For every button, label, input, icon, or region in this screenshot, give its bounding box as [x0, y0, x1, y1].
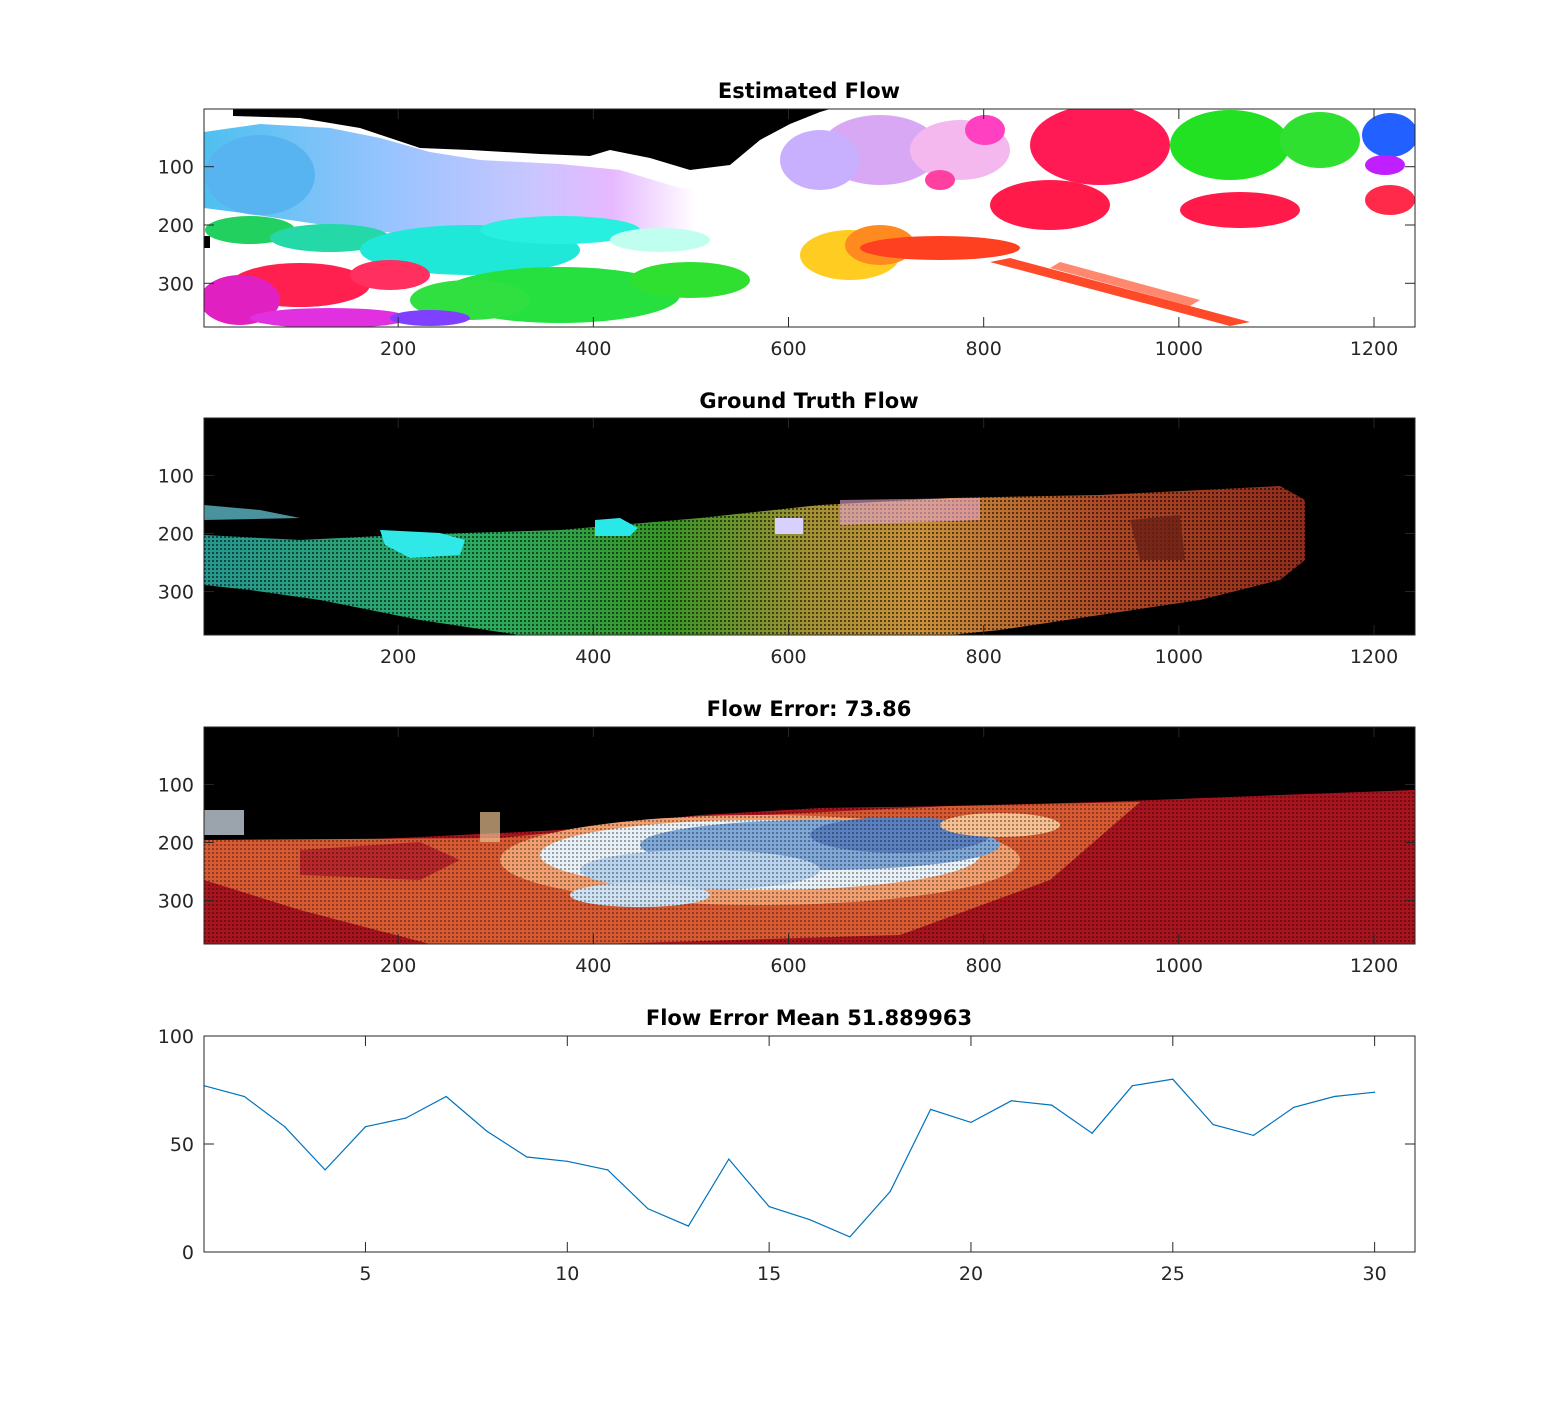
y-tick-label: 100: [158, 1026, 194, 1048]
y-tick-label: 200: [158, 523, 194, 545]
data-point: [1051, 1104, 1053, 1106]
x-tick-label: 20: [959, 1263, 983, 1285]
x-tick-label: 15: [757, 1263, 781, 1285]
error-image: [204, 727, 1415, 944]
data-point: [808, 1219, 811, 1221]
panel-ground-truth-flow: Ground Truth Flow 200 400 600 800 1000 1200 1…: [158, 389, 1416, 668]
data-point: [1252, 1134, 1255, 1136]
x-tick-label: 800: [966, 955, 1002, 977]
x-tick-label: 1200: [1350, 338, 1398, 360]
x-tick-label: 25: [1161, 1263, 1185, 1285]
y-ticks: 100 200 300: [158, 465, 1415, 603]
x-tick-label: 1200: [1350, 955, 1398, 977]
x-tick-label: 400: [575, 955, 611, 977]
data-point: [687, 1225, 690, 1227]
data-point: [1010, 1100, 1012, 1102]
x-tick-label: 200: [380, 338, 416, 360]
x-tick-label: 600: [770, 338, 806, 360]
data-point: [1293, 1106, 1295, 1108]
y-tick-label: 50: [170, 1134, 194, 1156]
panel-flow-error-mean: Flow Error Mean 51.889963 5 10 15 20 25 30 0 5…: [158, 1006, 1416, 1285]
panel-title: Flow Error: 73.86: [707, 697, 912, 721]
x-tick-label: 400: [575, 338, 611, 360]
x-tick-label: 600: [770, 955, 806, 977]
data-point: [284, 1126, 286, 1128]
data-point: [364, 1126, 367, 1128]
data-point: [566, 1160, 568, 1162]
x-tick-label: 10: [555, 1263, 579, 1285]
y-tick-label: 100: [158, 774, 194, 796]
data-point: [930, 1108, 932, 1110]
y-tick-label: 0: [182, 1242, 194, 1264]
x-tick-label: 200: [380, 955, 416, 977]
x-tick-label: 30: [1363, 1263, 1387, 1285]
y-tick-label: 100: [158, 157, 194, 179]
x-tick-label: 800: [966, 338, 1002, 360]
panel-title: Flow Error Mean 51.889963: [646, 1006, 972, 1030]
data-point: [243, 1095, 245, 1098]
y-tick-label: 300: [158, 890, 194, 912]
data-point: [647, 1208, 649, 1210]
axes-box: [203, 108, 1416, 328]
data-point: [526, 1156, 528, 1158]
x-tick-label: 200: [380, 646, 416, 668]
panel-title: Ground Truth Flow: [699, 389, 918, 413]
data-point: [768, 1206, 770, 1208]
y-ticks: 100 200 300: [158, 774, 1415, 912]
data-point: [970, 1121, 972, 1123]
y-tick-label: 100: [158, 465, 194, 487]
x-tick-label: 5: [359, 1263, 371, 1285]
series-line: [203, 1078, 1375, 1238]
panel-estimated-flow: Estimated Flow: [158, 79, 1416, 360]
x-ticks: 200 400 600 800 1000 1200: [380, 418, 1398, 668]
y-ticks: 0 50 100: [158, 1026, 1415, 1264]
flow-image: [204, 418, 1415, 635]
data-point: [1172, 1078, 1174, 1080]
x-ticks: 200 400 600 800 1000 1200: [380, 727, 1398, 977]
x-ticks: 200 400 600 800 1000 1200: [380, 109, 1398, 360]
data-point: [1212, 1124, 1214, 1126]
line-series: [203, 1078, 1376, 1238]
y-tick-label: 300: [158, 273, 194, 295]
y-ticks: 100 200 300: [158, 157, 1415, 295]
x-tick-label: 1200: [1350, 646, 1398, 668]
y-tick-label: 200: [158, 215, 194, 237]
panel-title: Estimated Flow: [718, 79, 900, 103]
x-tick-label: 600: [770, 646, 806, 668]
x-tick-label: 1000: [1155, 646, 1203, 668]
x-tick-label: 400: [575, 646, 611, 668]
panel-flow-error: Flow Error: 73.86 200 400 600 800 1000 1200 1…: [158, 697, 1416, 977]
x-tick-label: 800: [966, 646, 1002, 668]
x-tick-label: 1000: [1155, 955, 1203, 977]
x-ticks: 5 10 15 20 25 30: [359, 1036, 1387, 1285]
x-tick-label: 1000: [1155, 338, 1203, 360]
plot-area: [204, 1036, 1415, 1252]
data-point: [1131, 1085, 1133, 1087]
data-point: [1091, 1132, 1093, 1134]
data-point: [486, 1130, 488, 1132]
data-point: [607, 1169, 609, 1171]
y-tick-label: 300: [158, 581, 194, 603]
axes-box: [203, 417, 1416, 636]
data-point: [324, 1169, 326, 1171]
data-point: [445, 1095, 447, 1098]
data-point: [889, 1190, 891, 1193]
data-point: [728, 1158, 730, 1160]
data-point: [1333, 1095, 1335, 1098]
data-point: [849, 1236, 851, 1238]
flow-image: [204, 109, 1415, 327]
data-point: [1374, 1091, 1376, 1093]
axes-box: [203, 726, 1416, 945]
data-point: [405, 1117, 407, 1119]
y-tick-label: 200: [158, 832, 194, 854]
